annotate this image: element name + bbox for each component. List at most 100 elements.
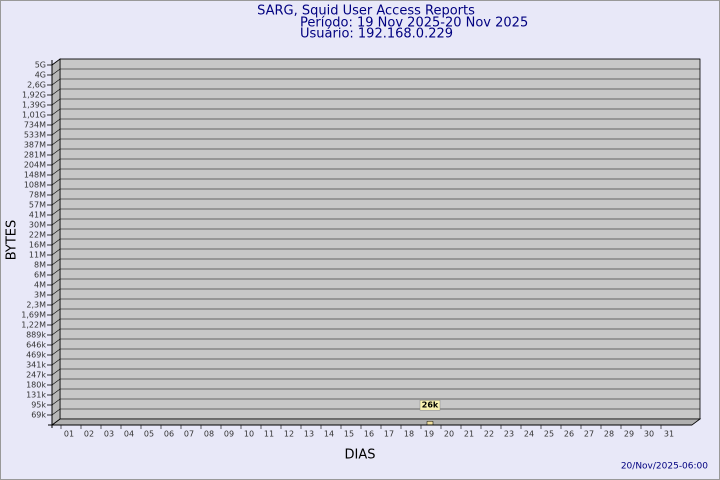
y-tick-label: 1,01G bbox=[22, 111, 46, 120]
y-tick-label: 2,6G bbox=[27, 81, 46, 90]
x-tick-label: 18 bbox=[404, 430, 414, 439]
y-tick-label: 41M bbox=[29, 211, 46, 220]
x-tick-label: 30 bbox=[644, 430, 654, 439]
grid-line bbox=[51, 88, 700, 96]
x-tick-label: 17 bbox=[384, 430, 394, 439]
grid-line bbox=[51, 138, 700, 146]
x-tick-label: 01 bbox=[64, 430, 74, 439]
y-tick-label: 2,3M bbox=[26, 301, 46, 310]
grid-line bbox=[51, 368, 700, 376]
grid-line bbox=[51, 188, 700, 196]
grid-line bbox=[51, 388, 700, 396]
y-tick-label: 204M bbox=[24, 161, 46, 170]
plot-floor bbox=[50, 418, 702, 426]
footer: 20/Nov/2025-06:00 bbox=[621, 462, 708, 472]
y-tick-label: 11M bbox=[29, 251, 46, 260]
y-tick-label: 3M bbox=[34, 291, 46, 300]
grid-line bbox=[51, 278, 700, 286]
x-tick-label: 20 bbox=[444, 430, 454, 439]
grid-line bbox=[51, 398, 700, 406]
grid-line bbox=[51, 328, 700, 336]
chart-subtitle: Período: 19 Nov 2025-20 Nov 2025 bbox=[300, 16, 528, 31]
y-tick-label: 533M bbox=[24, 131, 46, 140]
grid-line bbox=[51, 128, 700, 136]
y-tick-label: 646k bbox=[26, 341, 46, 350]
y-tick-label: 5G bbox=[35, 61, 46, 70]
x-tick-label: 09 bbox=[224, 430, 234, 439]
y-tick-label: 889k bbox=[26, 331, 46, 340]
x-tick-label: 31 bbox=[664, 430, 674, 439]
grid-line bbox=[51, 228, 700, 236]
grid-line bbox=[51, 378, 700, 386]
y-tick-label: 69k bbox=[31, 411, 46, 420]
chart-subtitle: Usuário: 192.168.0.229 bbox=[300, 27, 453, 42]
value-label: 26k bbox=[422, 401, 439, 410]
y-axis-label: BYTES bbox=[5, 220, 20, 261]
x-tick-label: 25 bbox=[544, 430, 554, 439]
value-label-box bbox=[419, 399, 441, 411]
y-tick-label: 30M bbox=[29, 221, 46, 230]
y-tick-label: 57M bbox=[29, 201, 46, 210]
grid-line bbox=[51, 78, 700, 86]
y-tick-label: 95k bbox=[31, 401, 46, 410]
x-tick-label: 23 bbox=[504, 430, 514, 439]
y-tick-label: 734M bbox=[24, 121, 46, 130]
grid-line bbox=[51, 178, 700, 186]
x-tick-label: 03 bbox=[104, 430, 114, 439]
grid-line bbox=[51, 298, 700, 306]
x-tick-label: 15 bbox=[344, 430, 354, 439]
x-tick-label: 26 bbox=[564, 430, 574, 439]
y-tick-label: 148M bbox=[24, 171, 46, 180]
grid-line bbox=[51, 208, 700, 216]
y-tick-label: 281M bbox=[24, 151, 46, 160]
grid-line bbox=[51, 358, 700, 366]
grid-line bbox=[51, 118, 700, 126]
grid-line bbox=[51, 338, 700, 346]
x-tick-label: 13 bbox=[304, 430, 314, 439]
y-tick-label: 247k bbox=[26, 371, 46, 380]
x-tick-label: 10 bbox=[244, 430, 254, 439]
y-tick-label: 1,92G bbox=[22, 91, 46, 100]
x-tick-label: 07 bbox=[184, 430, 194, 439]
x-tick-label: 24 bbox=[524, 430, 534, 439]
x-tick-label: 14 bbox=[324, 430, 334, 439]
x-tick-label: 28 bbox=[604, 430, 614, 439]
y-tick-label: 180k bbox=[26, 381, 46, 390]
grid-line bbox=[51, 288, 700, 296]
grid-line bbox=[51, 98, 700, 106]
y-tick-label: 469k bbox=[26, 351, 46, 360]
chart-title: SARG, Squid User Access Reports bbox=[257, 4, 475, 19]
grid-line bbox=[51, 198, 700, 206]
grid-line bbox=[51, 258, 700, 266]
y-tick-label: 4G bbox=[35, 71, 46, 80]
y-tick-label: 387M bbox=[24, 141, 46, 150]
grid-line bbox=[51, 248, 700, 256]
x-tick-label: 29 bbox=[624, 430, 634, 439]
y-tick-label: 78M bbox=[29, 191, 46, 200]
grid-line bbox=[51, 348, 700, 356]
grid-line bbox=[51, 68, 700, 76]
y-tick-label: 1,22M bbox=[21, 321, 46, 330]
grid-line bbox=[51, 108, 700, 116]
grid-line bbox=[51, 148, 700, 156]
grid-line bbox=[51, 268, 700, 276]
x-tick-label: 19 bbox=[424, 430, 434, 439]
x-tick-label: 06 bbox=[164, 430, 174, 439]
grid-line bbox=[51, 218, 700, 226]
x-tick-label: 16 bbox=[364, 430, 374, 439]
y-tick-label: 1,39G bbox=[22, 101, 46, 110]
grid-line bbox=[51, 58, 700, 66]
x-tick-label: 27 bbox=[584, 430, 594, 439]
x-tick-label: 11 bbox=[264, 430, 274, 439]
x-tick-label: 21 bbox=[464, 430, 474, 439]
y-tick-label: 341k bbox=[26, 361, 46, 370]
grid-line bbox=[51, 238, 700, 246]
grid-line bbox=[51, 158, 700, 166]
y-tick-label: 22M bbox=[29, 231, 46, 240]
y-tick-label: 1,69M bbox=[21, 311, 46, 320]
grid-line bbox=[51, 308, 700, 316]
y-tick-label: 131k bbox=[26, 391, 46, 400]
y-tick-label: 4M bbox=[34, 281, 46, 290]
grid-line bbox=[51, 168, 700, 176]
